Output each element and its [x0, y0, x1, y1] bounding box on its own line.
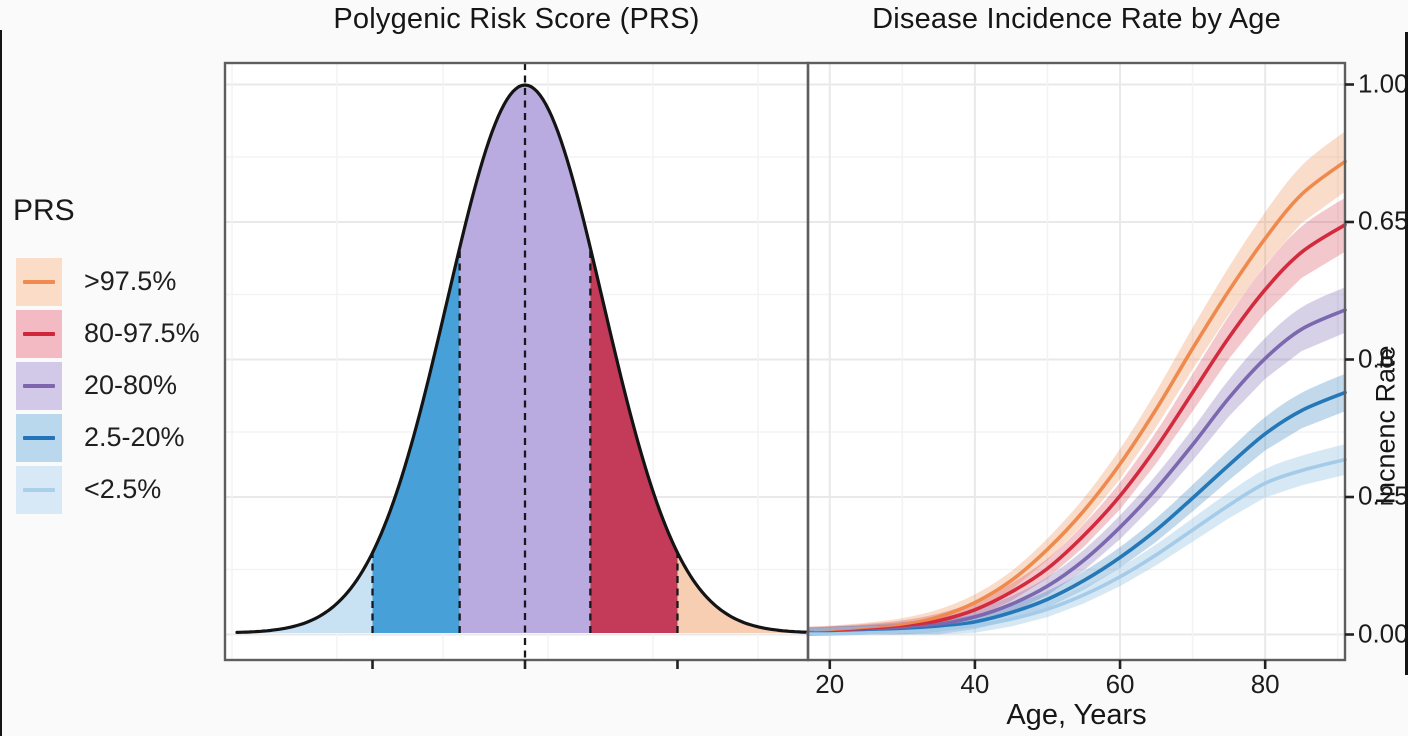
- x-axis-label: Age, Years: [1006, 699, 1147, 731]
- legend-swatch: [16, 258, 62, 306]
- legend-line-key: [22, 332, 56, 336]
- prs-band-975: [677, 552, 813, 633]
- legend-label: 80-97.5%: [84, 317, 200, 348]
- right-edge-artifact-line: [1405, 32, 1408, 675]
- legend-item: 80-97.5%: [16, 310, 206, 358]
- prs-band-2080: [459, 85, 591, 633]
- legend-label: <2.5%: [84, 473, 162, 504]
- legend-swatch: [16, 466, 62, 514]
- y-tick-label: 1.00: [1358, 67, 1408, 98]
- legend-swatch: [16, 310, 62, 358]
- left-edge-artifact-line: [0, 30, 2, 736]
- legend-label: 20-80%: [84, 369, 178, 400]
- y-tick-label: 0.65: [1358, 205, 1408, 236]
- legend: PRS >97.5% 80-97.5% 20-80% 2.5-20% <2.5%: [0, 0, 210, 736]
- legend-swatch: [16, 414, 62, 462]
- legend-swatch: [16, 362, 62, 410]
- legend-line-key: [22, 384, 56, 388]
- density-curve: [235, 83, 815, 634]
- x-tick-label: 80: [1250, 669, 1280, 699]
- x-tick-label: 20: [815, 669, 845, 699]
- confidence-ribbon-2520: [808, 373, 1345, 635]
- legend-label: 2.5-20%: [84, 421, 185, 452]
- legend-title: PRS: [13, 194, 75, 227]
- confidence-ribbon-975: [808, 131, 1345, 635]
- legend-line-key: [22, 488, 56, 492]
- left-panel-title: Polygenic Risk Score (PRS): [333, 3, 700, 35]
- y-tick-label: 0.25: [1358, 480, 1408, 511]
- right-panel-border: [806, 61, 1347, 662]
- y-tick-label: 0.6: [1358, 342, 1395, 373]
- confidence-ribbon-80975: [808, 197, 1345, 635]
- prs-band-25: [237, 552, 373, 633]
- legend-item: 2.5-20%: [16, 414, 206, 462]
- x-tick-label: 60: [1105, 669, 1135, 699]
- legend-line-key: [22, 436, 56, 440]
- y-tick-label: 0.00: [1358, 617, 1408, 648]
- legend-item: 20-80%: [16, 362, 206, 410]
- incidence-line-25: [806, 457, 1347, 636]
- legend-label: >97.5%: [84, 265, 177, 296]
- legend-item: >97.5%: [16, 258, 206, 306]
- legend-item: <2.5%: [16, 466, 206, 514]
- legend-line-key: [22, 280, 56, 284]
- x-tick-label: 40: [960, 669, 990, 699]
- right-panel-title: Disease Incidence Rate by Age: [872, 3, 1281, 35]
